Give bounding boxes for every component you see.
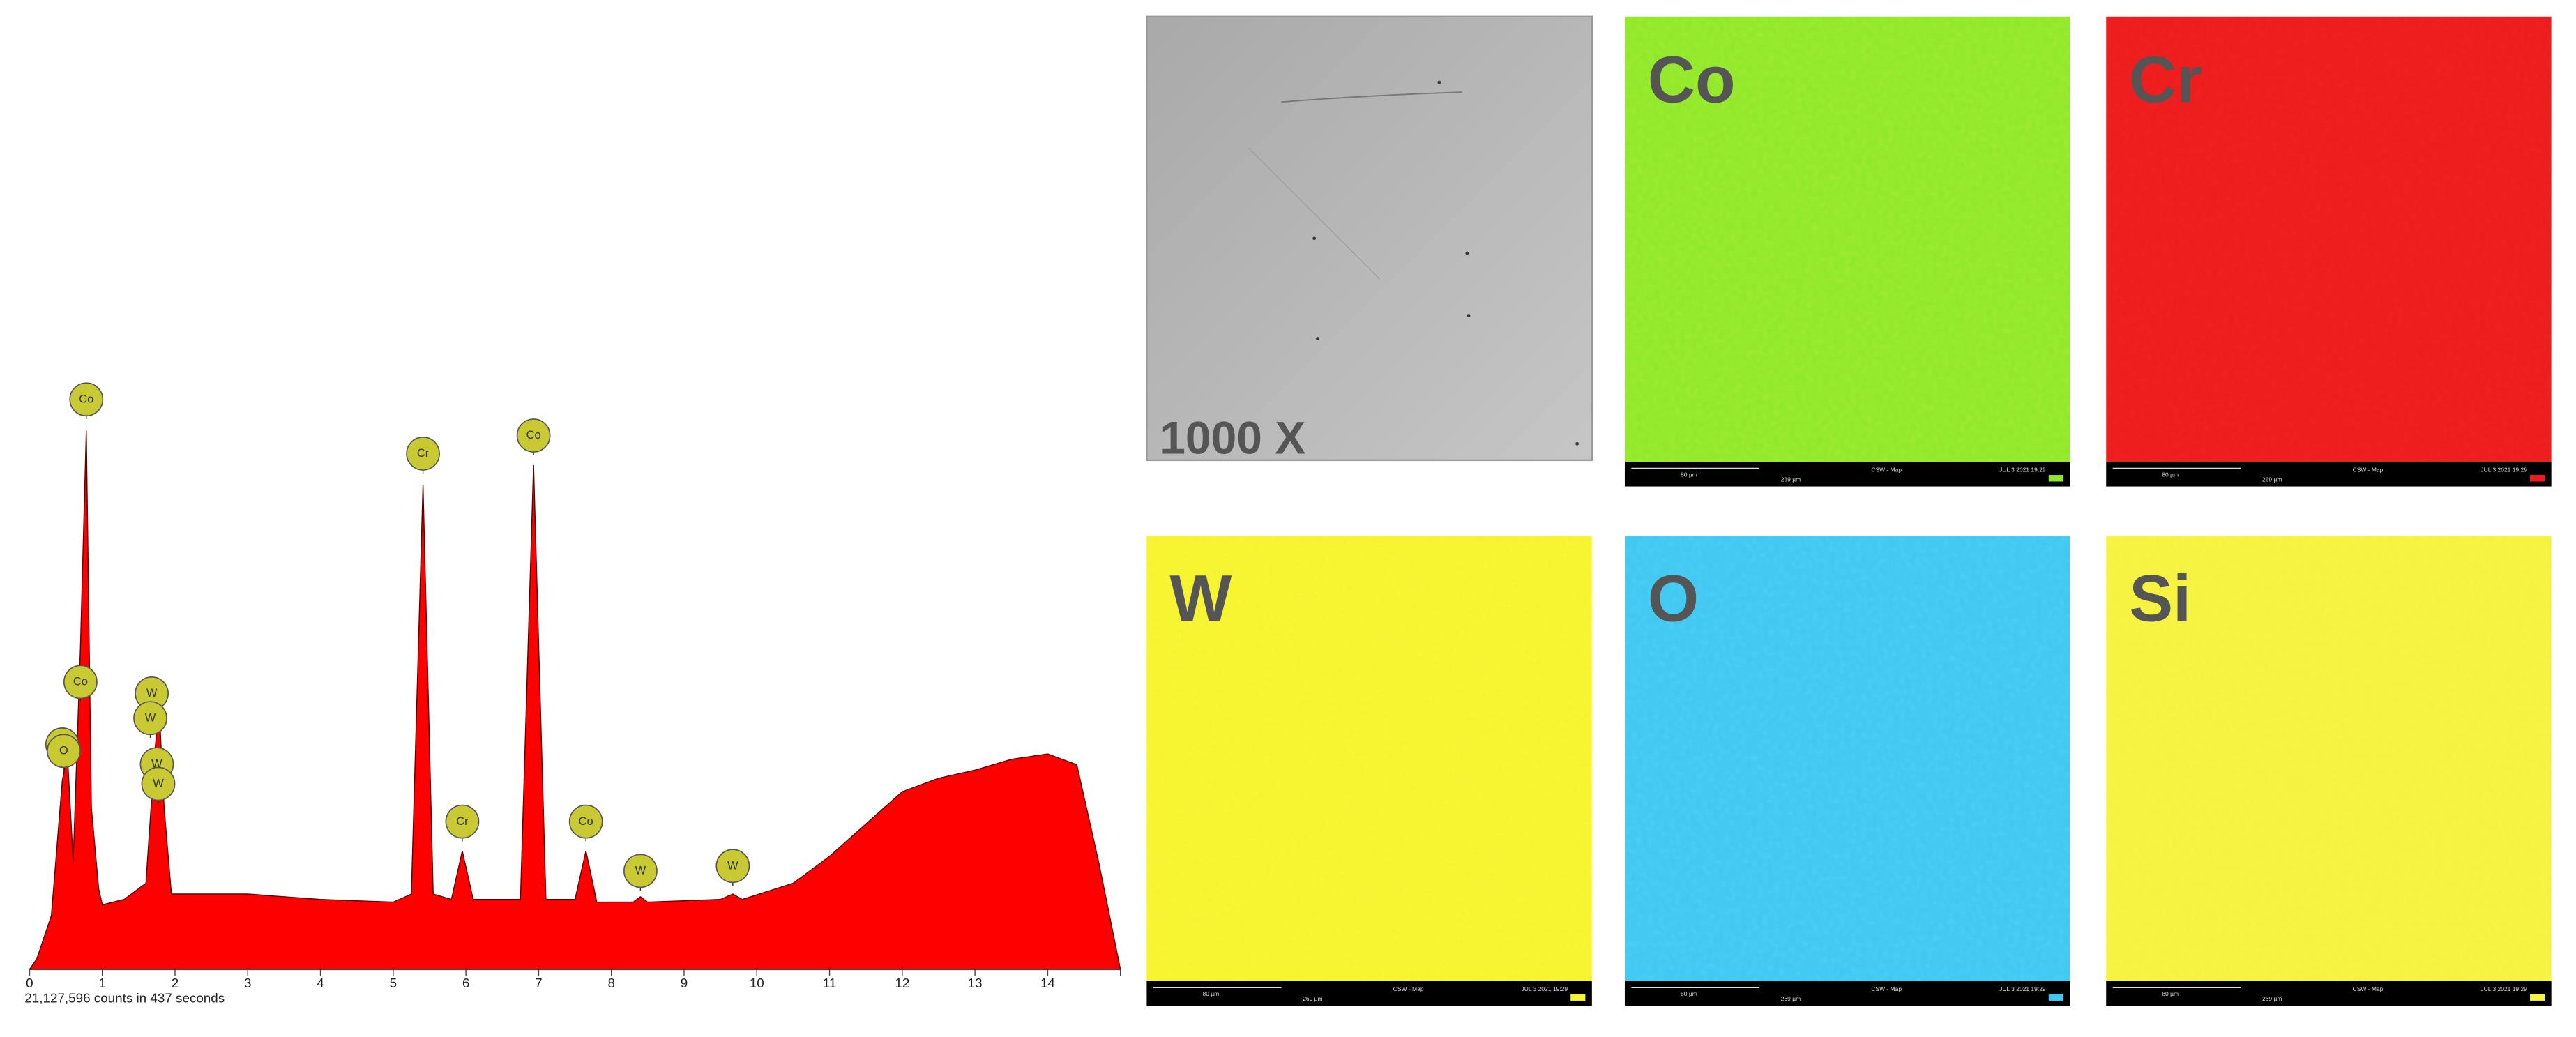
mode-text: CSW - Map [2353,985,2384,992]
map-noise [2106,16,2552,462]
sem-label: 1000 X [1160,411,1305,463]
peak-marker [47,734,81,769]
x-tick-label: 9 [681,976,688,990]
map-footer [2106,981,2552,1006]
date-text: JUL 3 2021 19:29 [1522,985,1568,992]
peak-label: W [727,859,738,872]
date-text: JUL 3 2021 19:29 [1999,985,2046,992]
peak-label: O [59,745,68,757]
x-tick-label: 14 [1040,976,1055,990]
caption: 21,127,596 counts in 437 seconds [24,990,225,1005]
date-text: JUL 3 2021 19:29 [1999,466,2046,473]
peak-marker [445,804,480,839]
peak-marker [516,418,551,453]
map-label: O [1648,562,1699,635]
field-text: 269 µm [1303,995,1322,1002]
field-text: 269 µm [2262,995,2282,1002]
peak-marker [715,849,750,884]
date-text: JUL 3 2021 19:29 [2480,466,2527,473]
peak-label: W [153,778,164,790]
element-map: Cr 80 µm 269 µm CSW - Map JUL 3 2021 19:29 [2106,16,2552,487]
peak-label: W [146,687,158,699]
x-tick-label: 10 [750,976,764,990]
x-tick-label: 6 [462,976,469,990]
map-label: Co [1648,43,1736,116]
map-footer [2106,462,2552,487]
peak-marker [623,854,658,888]
color-chip [2048,994,2063,1001]
x-tick-label: 4 [317,976,324,990]
element-map: O 80 µm 269 µm CSW - Map JUL 3 2021 19:29 [1624,536,2070,1006]
x-tick-label: 11 [823,976,837,990]
field-text: 269 µm [2262,476,2282,483]
peak-label: W [145,711,156,724]
x-tick-label: 7 [535,976,542,990]
color-chip [2048,475,2063,482]
peak-label: W [635,865,646,877]
peak-label: Co [73,676,88,688]
map-footer [1624,981,2070,1006]
map-label: Si [2129,562,2191,635]
mode-text: CSW - Map [2353,466,2384,473]
x-tick-label: 2 [172,976,179,990]
peak-marker [133,701,167,736]
scale-text: 80 µm [2162,471,2179,478]
x-tick-label: 13 [968,976,983,990]
map-noise [1146,536,1592,981]
color-chip [2530,475,2545,482]
scale-text: 80 µm [2162,990,2179,997]
peak-marker [568,804,603,839]
map-footer [1624,462,2070,487]
peak-marker [63,665,98,699]
peak-label: Co [526,429,541,441]
x-tick-label: 1 [98,976,105,990]
x-tick-label: 12 [895,976,909,990]
field-text: 269 µm [1781,476,1801,483]
scale-text: 80 µm [1202,990,1219,997]
sem-image: 1000 X [1146,15,1593,463]
peak-marker [141,766,176,801]
x-tick-label: 5 [390,976,397,990]
x-tick-label: 3 [244,976,251,990]
mode-text: CSW - Map [1871,466,1902,473]
map-label: W [1169,562,1232,635]
mode-text: CSW - Map [1871,985,1902,992]
x-tick-label: 0 [26,976,33,990]
spectrum-area [29,430,1121,970]
color-chip [1570,994,1586,1001]
date-text: JUL 3 2021 19:29 [2480,985,2527,992]
map-noise [1624,16,2070,462]
map-footer [1146,981,1592,1006]
map-noise [1624,536,2070,981]
mode-text: CSW - Map [1393,985,1424,992]
scale-text: 80 µm [1681,990,1697,997]
peak-label: Co [79,393,93,405]
peak-label: Cr [456,815,469,828]
element-map: Si 80 µm 269 µm CSW - Map JUL 3 2021 19:29 [2106,536,2552,1006]
map-noise [2106,536,2552,981]
peak-marker [69,382,104,417]
scale-text: 80 µm [1681,471,1697,478]
element-map: Co 80 µm 269 µm CSW - Map JUL 3 2021 19:29 [1624,16,2070,487]
peak-label: Co [579,815,593,828]
color-chip [2530,994,2545,1001]
peak-marker [406,437,440,471]
field-text: 269 µm [1781,995,1801,1002]
peak-label: Cr [417,447,430,460]
map-label: Cr [2129,43,2202,116]
x-tick-label: 8 [607,976,614,990]
element-map: W 80 µm 269 µm CSW - Map JUL 3 2021 19:29 [1146,536,1592,1006]
